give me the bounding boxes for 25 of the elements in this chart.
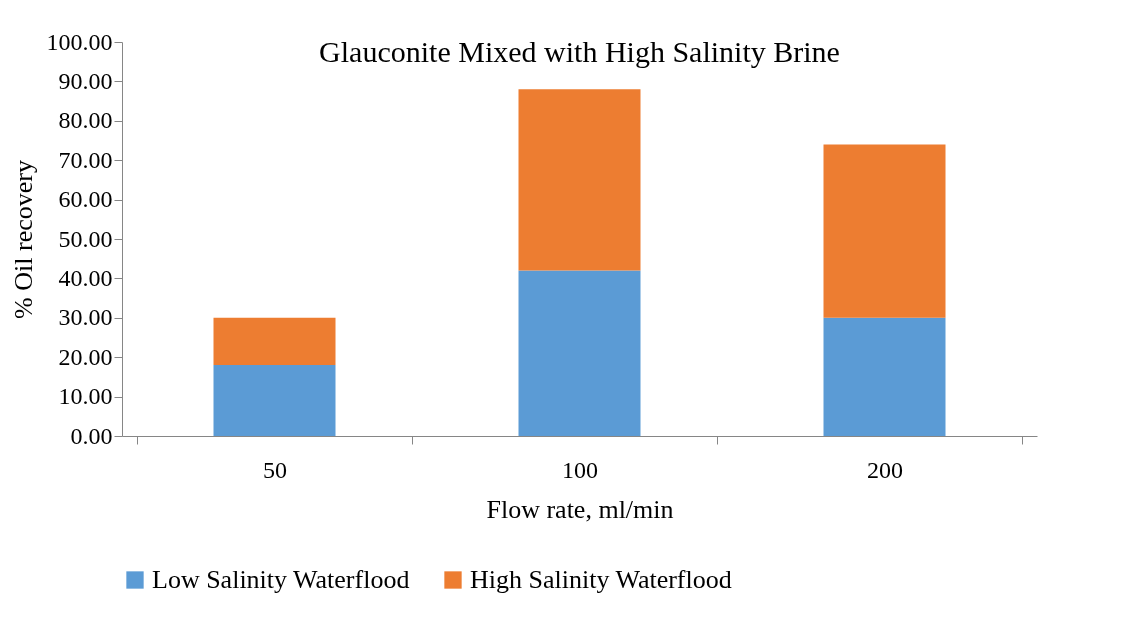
x-axis-title: Flow rate, ml/min bbox=[486, 494, 674, 524]
y-tick-label: 20.00 bbox=[58, 343, 113, 370]
x-tick-label: 100 bbox=[562, 456, 598, 483]
bar bbox=[518, 89, 641, 271]
y-axis-title: % Oil recovery bbox=[8, 160, 38, 319]
x-tick-label: 50 bbox=[263, 456, 287, 483]
y-tick-label: 70.00 bbox=[58, 146, 113, 173]
y-tick-label: 90.00 bbox=[58, 67, 113, 94]
y-tick-label: 100.00 bbox=[46, 28, 113, 55]
bar bbox=[823, 317, 946, 436]
y-tick-label: 40.00 bbox=[58, 264, 113, 291]
y-tick-label: 80.00 bbox=[58, 107, 113, 134]
y-tick-label: 30.00 bbox=[58, 304, 113, 331]
legend-label: Low Salinity Waterflood bbox=[152, 565, 410, 594]
bar bbox=[213, 317, 336, 366]
chart-title: Glauconite Mixed with High Salinity Brine bbox=[319, 35, 840, 68]
x-tick-label: 200 bbox=[867, 456, 903, 483]
bar bbox=[518, 270, 641, 436]
y-tick-label: 0.00 bbox=[70, 422, 113, 449]
legend-label: High Salinity Waterflood bbox=[470, 565, 732, 594]
y-tick-label: 60.00 bbox=[58, 186, 113, 213]
bar bbox=[823, 144, 946, 318]
bar bbox=[213, 365, 336, 436]
y-tick-label: 50.00 bbox=[58, 225, 113, 252]
y-tick-label: 10.00 bbox=[58, 383, 113, 410]
